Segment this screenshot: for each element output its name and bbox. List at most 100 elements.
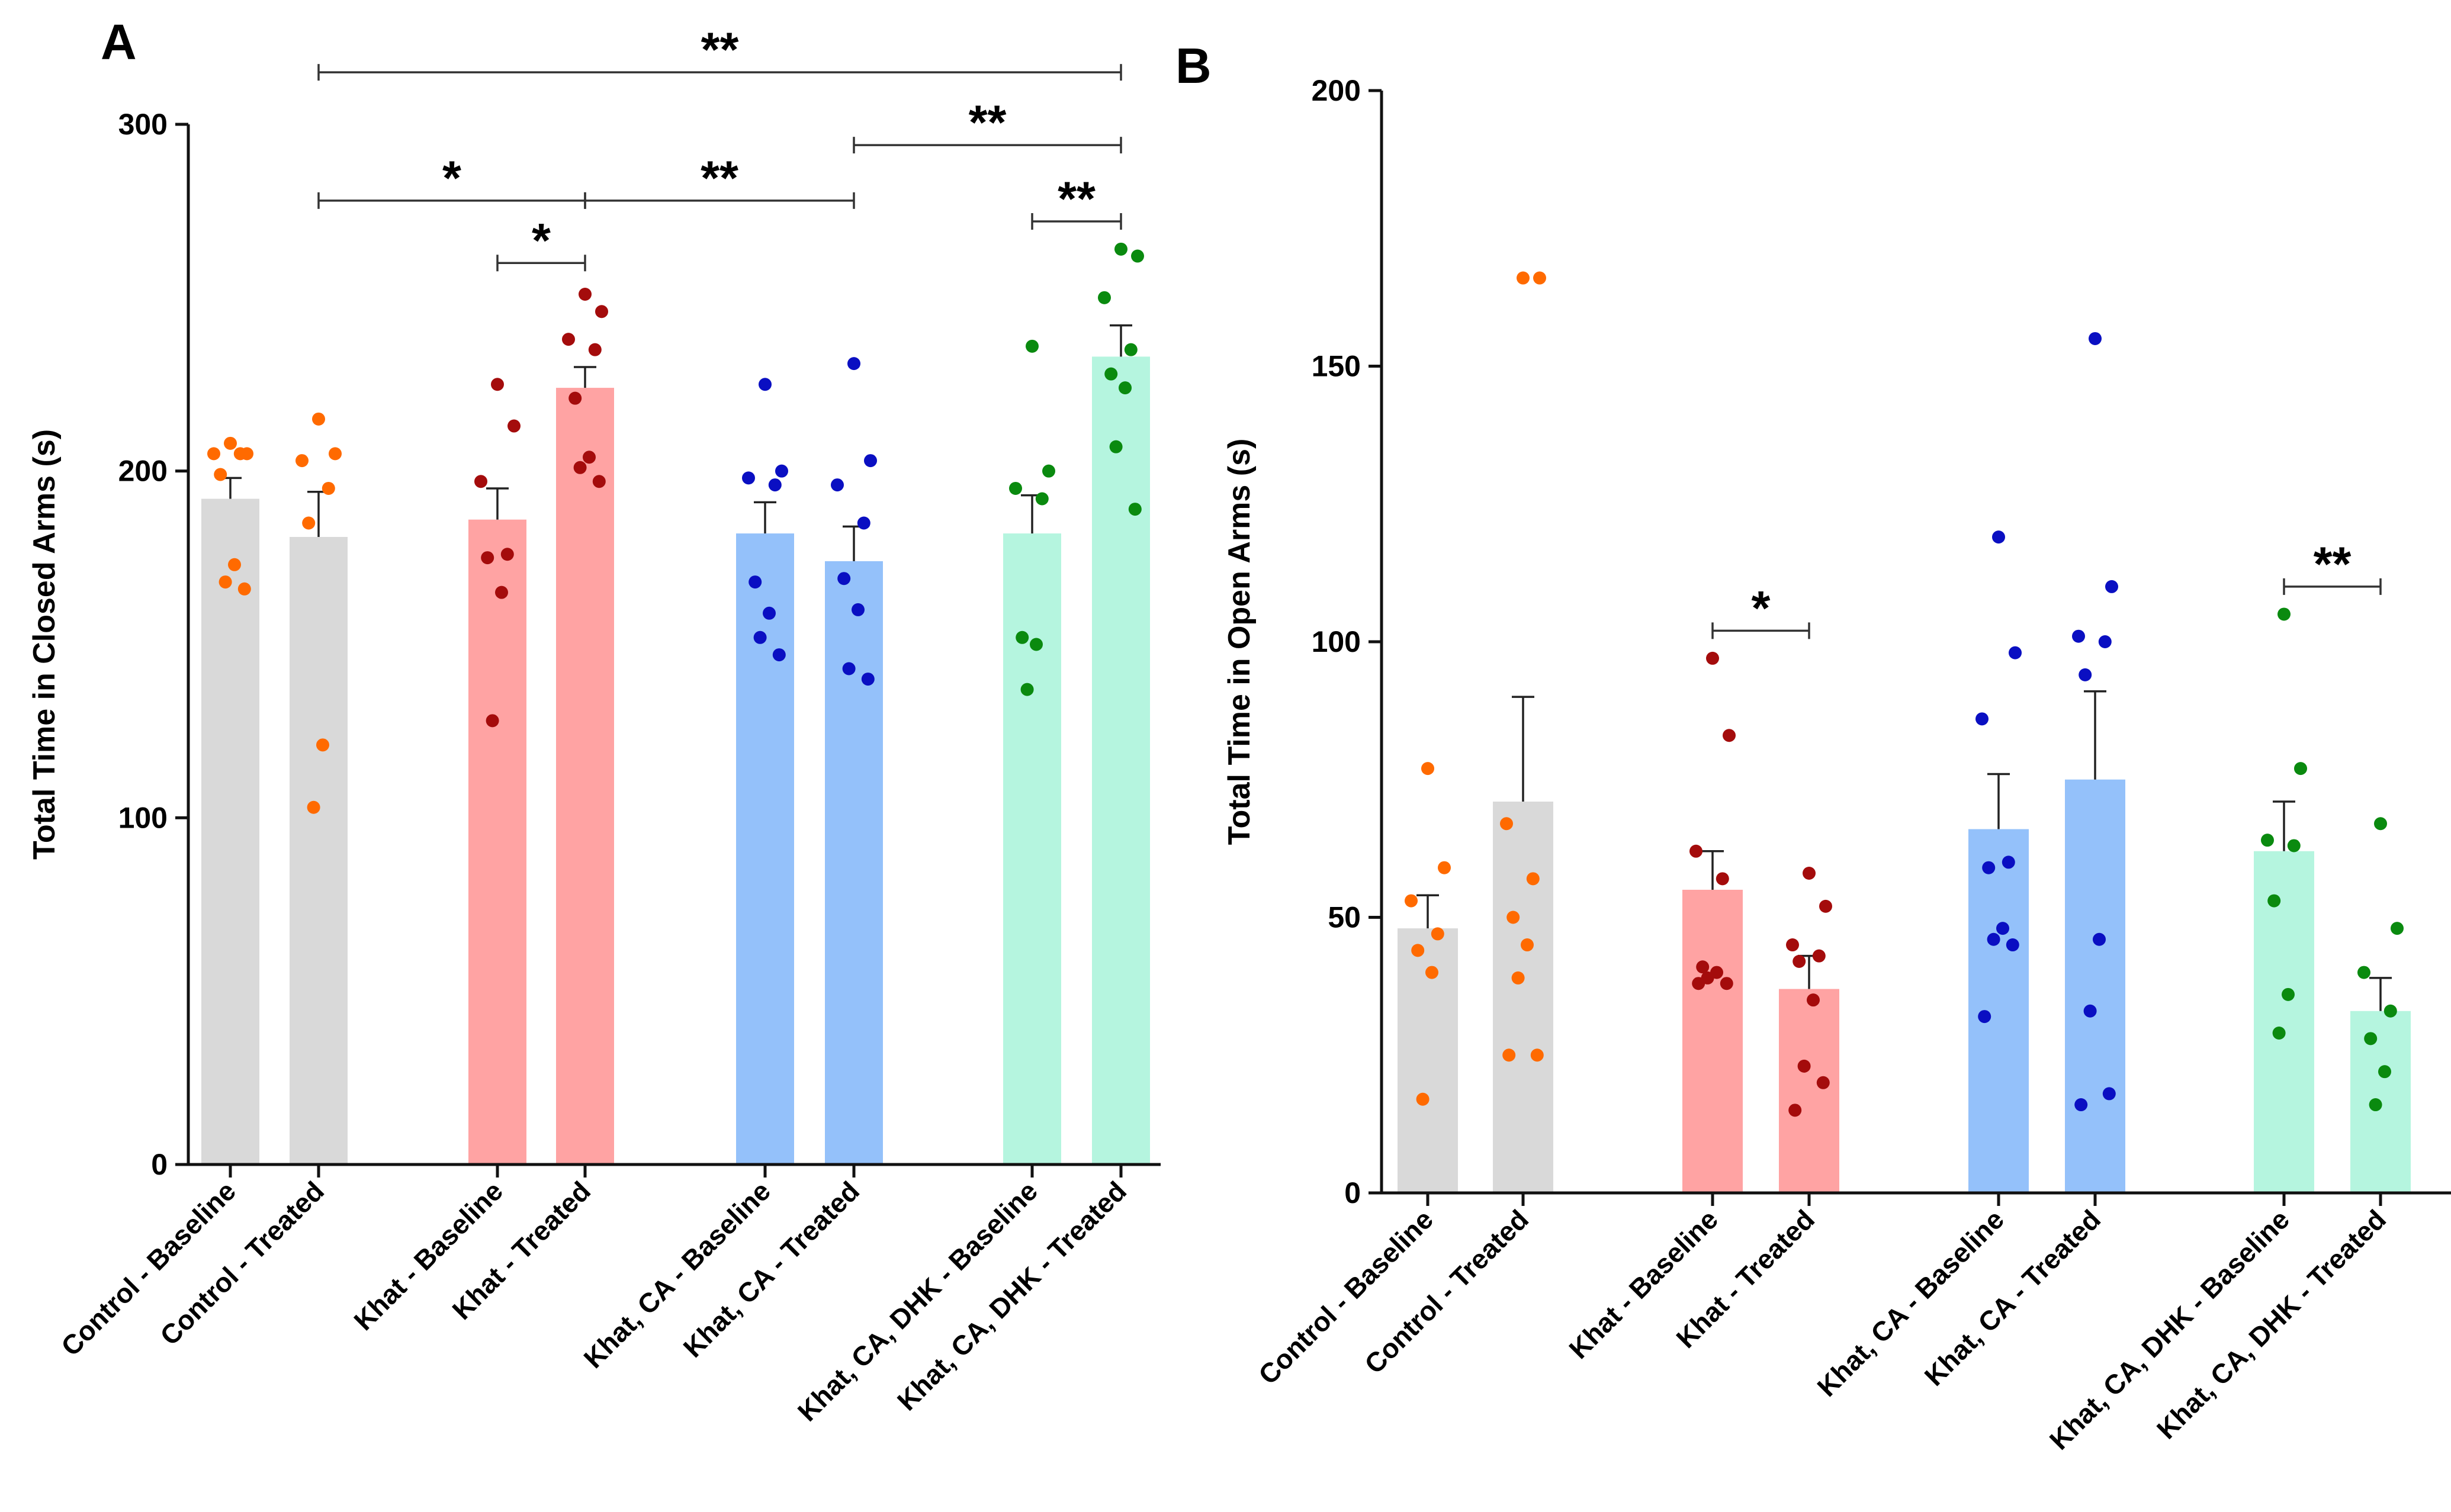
bar-5 (1968, 829, 2029, 1193)
data-point (1812, 949, 1826, 963)
x-tick-label: Control - Treated (154, 1175, 330, 1351)
data-point (1696, 960, 1710, 974)
data-point (2378, 1065, 2391, 1079)
significance-label: ** (2314, 538, 2352, 591)
data-point (2364, 1032, 2378, 1045)
significance-label: * (442, 152, 461, 205)
data-point (1511, 971, 1525, 985)
data-point (1502, 1048, 1516, 1062)
y-tick-label: 0 (1344, 1176, 1361, 1209)
data-point (1124, 343, 1138, 356)
data-point (1411, 944, 1425, 957)
bar-7 (2254, 851, 2314, 1193)
data-point (583, 451, 596, 464)
data-point (1020, 683, 1034, 696)
data-point (1793, 954, 1806, 968)
bar-6 (825, 561, 883, 1164)
data-point (1438, 861, 1451, 874)
bar-6 (2065, 779, 2125, 1193)
data-point (1114, 242, 1127, 256)
data-point (1042, 464, 1055, 478)
data-point (837, 572, 851, 586)
data-point (1788, 1104, 1802, 1117)
data-point (207, 447, 220, 461)
data-point (2282, 987, 2295, 1001)
data-point (1975, 712, 1989, 726)
data-point (1992, 530, 2005, 544)
x-tick-label: Khat, CA - Treated (1919, 1204, 2107, 1392)
data-point (214, 468, 227, 481)
significance-label: ** (969, 96, 1007, 150)
data-point (1109, 440, 1123, 453)
bar-2 (1493, 801, 1553, 1193)
data-point (2089, 332, 2102, 345)
data-point (2098, 635, 2112, 648)
data-point (1016, 630, 1029, 644)
data-point (1405, 894, 1418, 908)
data-point (1819, 899, 1832, 913)
data-point (857, 516, 870, 530)
data-point (1030, 638, 1043, 651)
data-point (847, 357, 860, 371)
data-point (1720, 977, 1733, 990)
data-point (500, 548, 514, 561)
significance-label: ** (701, 23, 739, 77)
data-point (1530, 1048, 1544, 1062)
data-point (2357, 966, 2370, 979)
data-point (1706, 651, 1719, 665)
data-point (759, 378, 772, 391)
data-point (1526, 872, 1540, 886)
data-point (1987, 932, 2000, 946)
data-point (307, 800, 320, 814)
y-tick-label: 150 (1312, 350, 1361, 383)
data-point (1996, 922, 2009, 935)
data-point (588, 343, 602, 356)
data-point (864, 454, 877, 468)
data-point (595, 305, 608, 319)
data-point (2267, 894, 2281, 908)
data-point (749, 575, 762, 589)
data-point (2272, 1027, 2286, 1040)
data-point (233, 447, 247, 461)
y-tick-label: 200 (118, 455, 168, 488)
significance-label: * (532, 214, 551, 268)
data-point (1026, 339, 1039, 353)
data-point (852, 603, 865, 616)
data-point (224, 436, 237, 450)
data-point (322, 481, 335, 495)
y-tick-label: 100 (1312, 625, 1361, 658)
bar-1 (201, 498, 259, 1164)
data-point (1807, 993, 1820, 1007)
data-point (2102, 1087, 2116, 1101)
data-point (1104, 367, 1118, 381)
data-point (775, 464, 788, 478)
data-point (1533, 271, 1546, 285)
data-point (1716, 872, 1729, 886)
data-point (2369, 1098, 2382, 1112)
y-tick-label: 0 (151, 1148, 168, 1181)
x-tick-label: Control - Treated (1358, 1204, 1534, 1379)
data-point (481, 551, 494, 565)
data-point (842, 662, 856, 675)
data-point (2002, 855, 2015, 869)
data-point (1098, 291, 1111, 304)
data-point (1431, 927, 1444, 941)
data-point (491, 378, 504, 391)
data-point (2277, 607, 2291, 621)
data-point (1786, 938, 1799, 952)
data-point (2105, 580, 2118, 593)
significance-label: * (1752, 581, 1771, 635)
bar-3 (468, 519, 526, 1165)
data-point (1517, 271, 1530, 285)
data-point (1723, 729, 1736, 742)
data-point (1982, 861, 1996, 874)
y-tick-label: 200 (1312, 74, 1361, 107)
data-point (495, 586, 508, 599)
data-point (312, 412, 325, 426)
significance-label: ** (1058, 172, 1096, 226)
data-point (1803, 867, 1816, 880)
y-axis-title: Total Time in Open Arms (s) (1222, 439, 1257, 845)
